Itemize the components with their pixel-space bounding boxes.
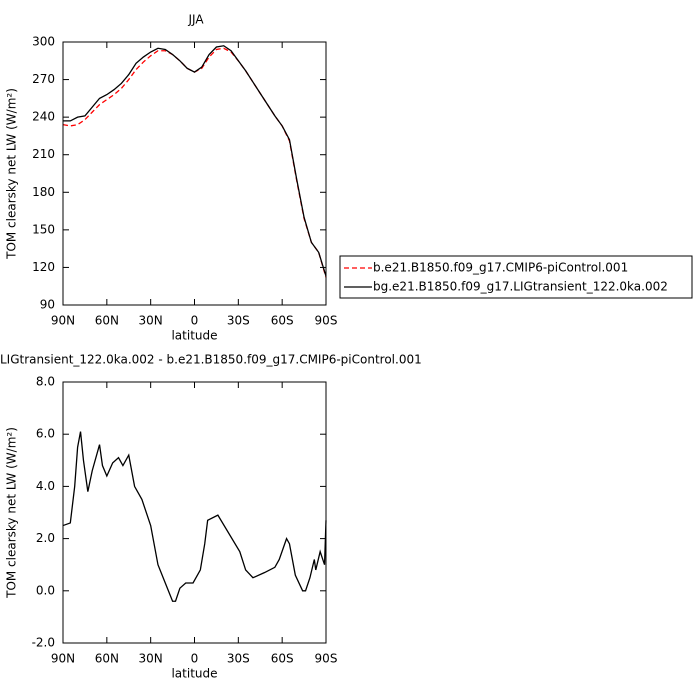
x-tick-label: 30S (227, 652, 250, 666)
x-tick-label: 90S (315, 652, 338, 666)
x-tick-label: 90N (51, 652, 75, 666)
data-line (62, 47, 327, 278)
y-tick-label: 150 (32, 222, 55, 236)
y-tick-label: -2.0 (32, 636, 55, 650)
x-tick-label: 0 (191, 652, 199, 666)
x-tick-label: 60S (271, 652, 294, 666)
chart-title: JJA (187, 13, 204, 27)
y-axis-label: TOM clearsky net LW (W/m²) (5, 88, 19, 260)
x-tick-label: 30S (227, 314, 250, 328)
y-tick-label: 2.0 (36, 531, 55, 545)
y-tick-label: 180 (32, 185, 55, 199)
legend-label: b.e21.B1850.f09_g17.CMIP6-piControl.001 (373, 261, 628, 275)
plot-frame (62, 381, 327, 644)
chart-title: LIGtransient_122.0ka.002 - b.e21.B1850.f… (0, 353, 422, 367)
y-tick-label: 120 (32, 260, 55, 274)
y-tick-label: 0.0 (36, 583, 55, 597)
legend-box (339, 255, 693, 299)
x-tick-label: 60N (95, 314, 119, 328)
y-tick-label: 4.0 (36, 479, 55, 493)
data-line (62, 431, 327, 602)
x-axis-label: latitude (171, 329, 217, 343)
y-tick-label: 8.0 (36, 375, 55, 389)
data-line (63, 45, 327, 277)
x-tick-label: 90N (51, 314, 75, 328)
legend-label: bg.e21.B1850.f09_g17.LIGtransient_122.0k… (373, 280, 668, 294)
y-tick-label: 6.0 (36, 427, 55, 441)
y-tick-label: 300 (32, 35, 55, 49)
x-tick-label: 60N (95, 652, 119, 666)
y-tick-label: 90 (40, 298, 55, 312)
plot-frame (62, 41, 327, 306)
y-tick-label: 270 (32, 72, 55, 86)
y-tick-label: 210 (32, 147, 55, 161)
y-tick-label: 240 (32, 110, 55, 124)
x-tick-label: 60S (271, 314, 294, 328)
x-axis-label: latitude (171, 667, 217, 681)
x-tick-label: 90S (315, 314, 338, 328)
x-tick-label: 30N (139, 652, 163, 666)
y-axis-label: TOM clearsky net LW (W/m²) (5, 427, 19, 599)
x-tick-label: 0 (191, 314, 199, 328)
x-tick-label: 30N (139, 314, 163, 328)
